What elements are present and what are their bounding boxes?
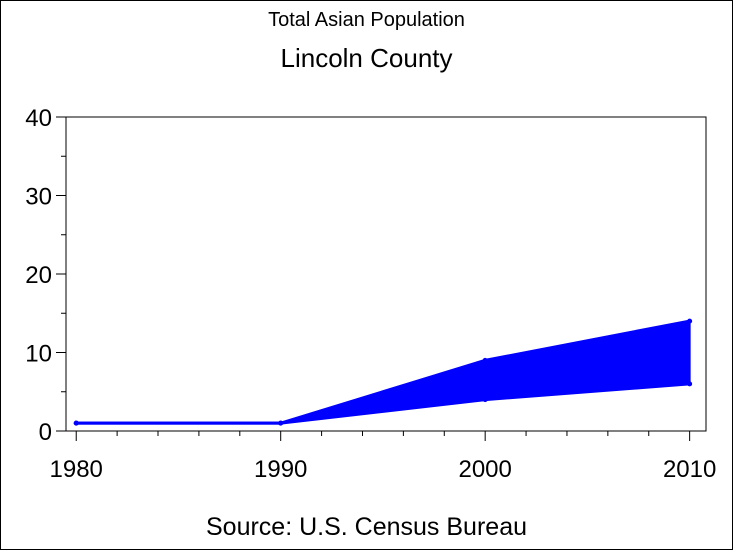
chart-title: Lincoln County xyxy=(280,43,453,73)
x-tick-label-2010: 2010 xyxy=(663,456,716,483)
series-band-area xyxy=(76,319,691,425)
chart-subtitle: Total Asian Population xyxy=(268,9,465,31)
y-tick-label-40: 40 xyxy=(25,105,52,132)
series-0-point-2010 xyxy=(687,318,693,324)
data-marks xyxy=(73,318,693,426)
series-1-point-2000 xyxy=(482,397,488,403)
y-tick-label-10: 10 xyxy=(25,341,52,368)
x-tick-label-1980: 1980 xyxy=(50,456,103,483)
x-axis: 1980 1990 2000 2010 xyxy=(50,431,716,483)
chart-source-note: Source: U.S. Census Bureau xyxy=(206,513,527,541)
y-axis: 0 10 20 30 40 xyxy=(25,105,66,446)
x-tick-label-1990: 1990 xyxy=(254,456,307,483)
series-0-point-2000 xyxy=(482,357,488,363)
series-1-point-2010 xyxy=(687,381,693,387)
y-tick-label-20: 20 xyxy=(25,262,52,289)
series-1-line xyxy=(76,382,690,425)
series-1-point-1990 xyxy=(278,420,284,426)
y-tick-label-30: 30 xyxy=(25,184,52,211)
x-tick-label-2000: 2000 xyxy=(458,456,511,483)
series-1-point-1980 xyxy=(73,420,79,426)
y-tick-label-0: 0 xyxy=(39,419,52,446)
